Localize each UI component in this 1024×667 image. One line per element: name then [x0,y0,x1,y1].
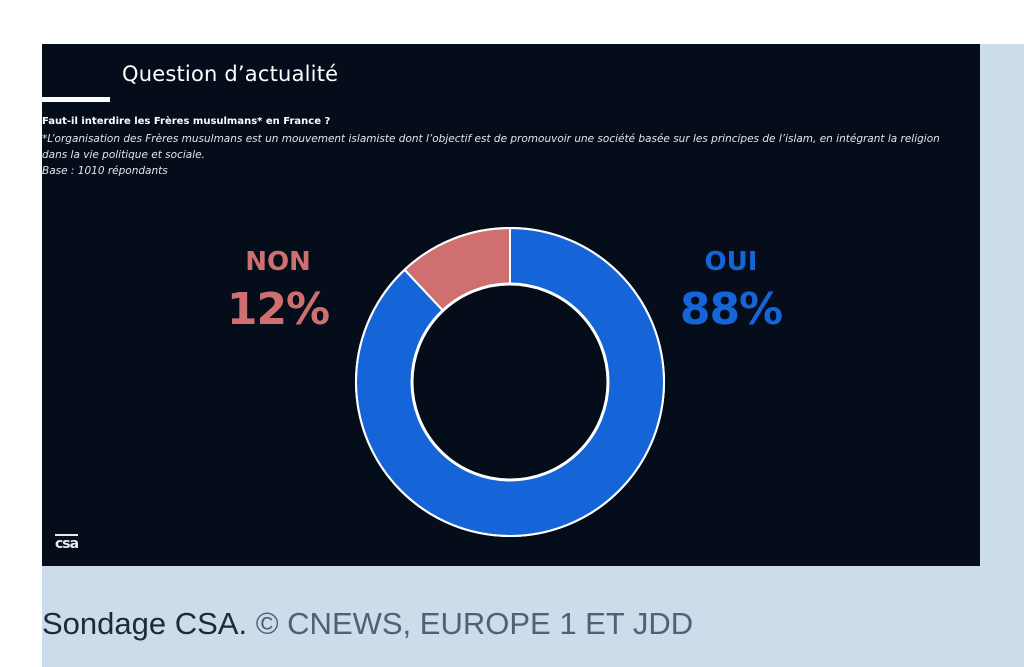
non-label: NON [245,247,311,277]
poll-question: Faut-il interdire les Frères musulmans* … [42,116,331,127]
donut-chart [355,226,665,537]
oui-percent-label: 88% [679,284,783,335]
title-underline [42,97,110,102]
csa-logo: csa [55,534,79,552]
donut-hole [410,282,610,482]
photo-caption: Sondage CSA. © CNEWS, EUROPE 1 ET JDD [42,606,693,642]
caption-main: Sondage CSA. [42,606,248,641]
oui-label: OUI [704,247,758,277]
donut-outer-edge [355,227,665,537]
slide-title: Question d’actualité [122,62,339,86]
poll-base: Base : 1010 répondants [42,165,168,177]
caption-credit: © CNEWS, EUROPE 1 ET JDD [255,606,694,641]
non-percent-label: 12% [226,284,330,335]
poll-footnote: *L’organisation des Frères musulmans est… [42,133,940,161]
poll-slide: Question d’actualité Faut-il interdire l… [42,44,980,566]
